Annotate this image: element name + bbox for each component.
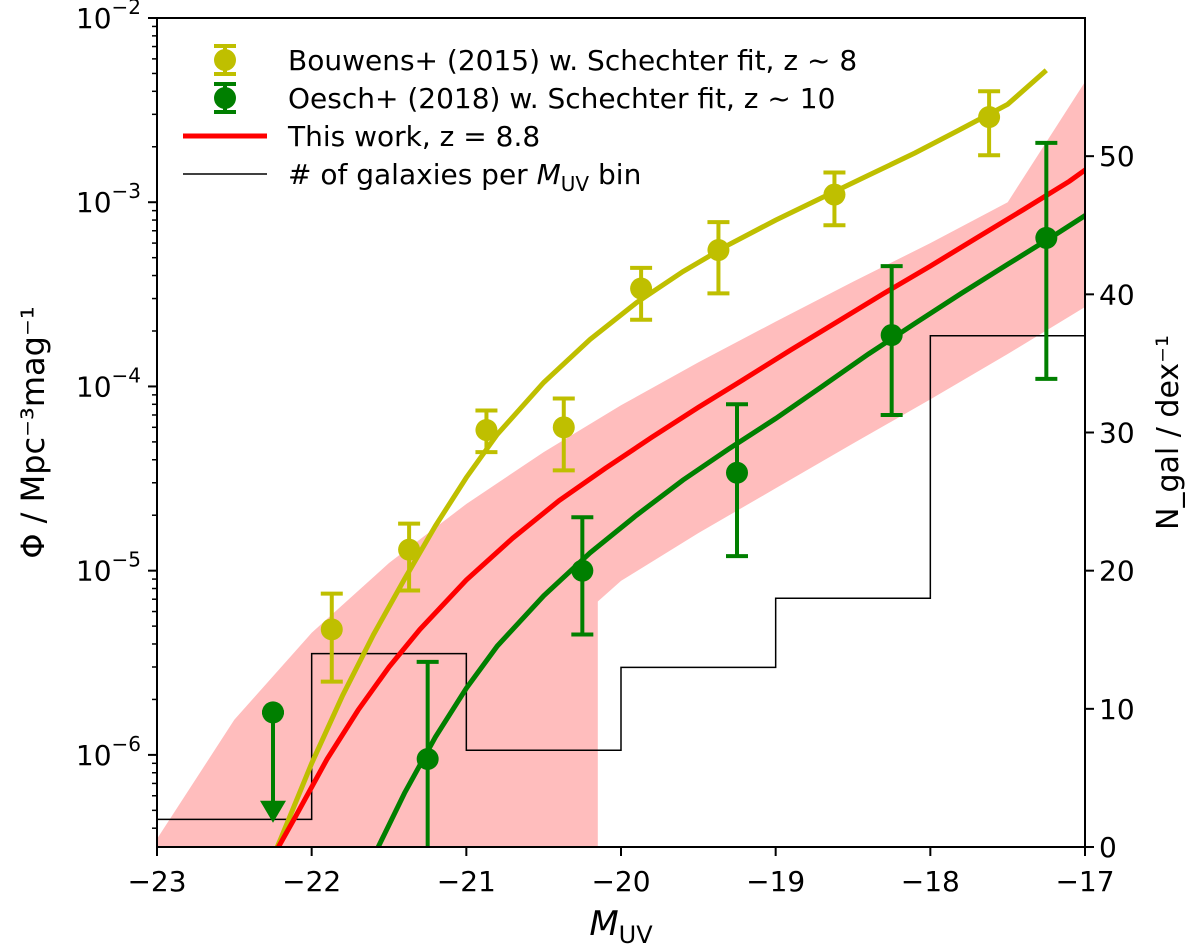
- bouwens-marker: [630, 277, 653, 300]
- x-tick-label: −18: [901, 865, 960, 898]
- y-right-tick-label: 30: [1099, 417, 1135, 450]
- y-right-axis-label: N_gal / dex⁻¹: [1151, 335, 1186, 530]
- y-left-axis-label: Φ / Mpc⁻³mag⁻¹: [14, 306, 52, 558]
- plot-area: [157, 68, 1085, 847]
- bouwens-point-6: [707, 220, 730, 296]
- legend-label: # of galaxies per MUV bin: [288, 158, 641, 196]
- legend-marker-icon: [214, 49, 236, 71]
- legend-entry-oesch: Oesch+ (2018) w. Schechter fit, z ~ 10: [214, 82, 835, 115]
- bouwens-point-3: [475, 408, 498, 455]
- bouwens-point-4: [552, 396, 575, 473]
- oesch-point-1: [416, 659, 439, 847]
- oesch-point-5: [1035, 140, 1058, 381]
- legend-entry-this-work: This work, z = 8.8: [183, 120, 540, 153]
- bouwens-marker: [398, 538, 421, 561]
- bouwens-marker: [707, 239, 730, 262]
- x-tick-label: −21: [437, 865, 496, 898]
- bouwens-marker: [552, 416, 575, 439]
- x-tick-label: −19: [746, 865, 805, 898]
- bouwens-marker: [475, 419, 498, 442]
- oesch-marker: [880, 324, 903, 347]
- y-right-tick-label: 40: [1099, 278, 1135, 311]
- oesch-upper-limit: [260, 701, 286, 823]
- y-left-tick-label: 10−5: [76, 548, 141, 588]
- bouwens-point-7: [823, 170, 846, 228]
- x-tick-label: −23: [127, 865, 186, 898]
- bouwens-point-5: [630, 265, 653, 322]
- x-tick-label: −20: [591, 865, 650, 898]
- legend-label: Oesch+ (2018) w. Schechter fit, z ~ 10: [288, 82, 835, 115]
- oesch-marker: [571, 559, 594, 582]
- x-tick-label: −22: [282, 865, 341, 898]
- y-left-tick-label: 10−2: [76, 0, 141, 35]
- oesch-schechter-fit-curve: [375, 212, 1085, 847]
- axes: −23 −22 −21 −20 −19 −18 −17 10−6 10−5 10−4 10−3 10−…: [14, 0, 1186, 949]
- y-right-tick-label: 10: [1099, 693, 1135, 726]
- down-arrow-icon: [260, 800, 286, 823]
- y-left-tick-label: 10−4: [76, 363, 141, 403]
- bouwens-marker: [320, 618, 343, 641]
- bouwens-point-1: [320, 591, 343, 684]
- bouwens-schechter-fit-curve: [274, 68, 1048, 847]
- bouwens-marker: [978, 106, 1001, 129]
- legend-label: Bouwens+ (2015) w. Schechter fit, z ~ 8: [288, 44, 857, 77]
- bouwens-point-8: [978, 89, 1001, 158]
- bouwens-marker: [823, 183, 846, 206]
- y-right-tick-label: 20: [1099, 555, 1135, 588]
- y-right-tick-label: 0: [1099, 831, 1117, 864]
- x-axis-label: MUV: [589, 904, 653, 949]
- oesch-upper-limit-marker: [262, 701, 284, 724]
- legend-entry-bouwens: Bouwens+ (2015) w. Schechter fit, z ~ 8: [214, 44, 857, 77]
- oesch-point-2: [571, 515, 594, 637]
- oesch-marker: [416, 747, 439, 770]
- oesch-point-4: [880, 264, 903, 417]
- legend-entry-histogram: # of galaxies per MUV bin: [183, 158, 641, 196]
- oesch-marker: [726, 461, 748, 484]
- bouwens-point-2: [398, 521, 421, 593]
- oesch-marker: [1035, 226, 1058, 249]
- y-left-tick-label: 10−6: [76, 732, 141, 772]
- y-left-tick-label: 10−3: [76, 179, 141, 219]
- this-work-uncertainty-band: [157, 81, 1085, 847]
- x-tick-label: −17: [1055, 865, 1114, 898]
- legend-marker-icon: [214, 87, 236, 109]
- legend-label: This work, z = 8.8: [287, 120, 540, 153]
- this-work-fit-curve: [275, 167, 1085, 847]
- y-right-tick-label: 50: [1099, 140, 1135, 173]
- oesch-point-3: [726, 402, 748, 559]
- legend: Bouwens+ (2015) w. Schechter fit, z ~ 8 O…: [183, 44, 857, 196]
